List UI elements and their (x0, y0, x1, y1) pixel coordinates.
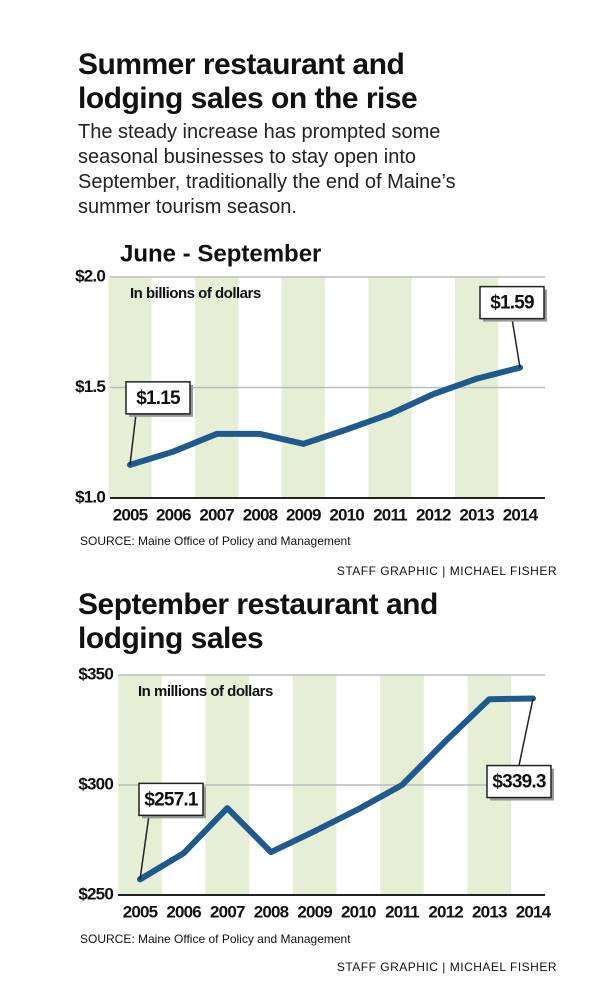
x-tick-label: 2010 (329, 505, 364, 524)
x-tick-label: 2006 (156, 505, 191, 524)
data-label: $1.15 (136, 388, 181, 409)
headline: Summer restaurant and lodging sales on t… (78, 48, 418, 115)
annotation: In billions of dollars (130, 285, 261, 302)
x-tick-label: 2014 (503, 505, 539, 524)
credit: STAFF GRAPHIC | MICHAEL FISHER (337, 564, 557, 578)
x-tick-label: 2009 (297, 902, 332, 921)
x-tick-label: 2011 (385, 902, 419, 921)
line (137, 695, 536, 883)
callout-box (125, 381, 191, 415)
y-tick-label: $350 (78, 664, 113, 683)
line (127, 364, 523, 468)
callout-pointer (511, 318, 521, 368)
x-tick-label: 2011 (373, 505, 407, 524)
x-tick-label: 2008 (254, 902, 289, 921)
data-label: $257.1 (144, 789, 199, 810)
x-tick-label: 2005 (113, 505, 148, 524)
y-tick-label: $1.0 (75, 487, 105, 506)
x-tick-label: 2013 (472, 902, 507, 921)
callout-pointer (129, 413, 137, 465)
chart-title: June - September (120, 240, 321, 267)
callout-box (138, 782, 204, 817)
x-tick-label: 2008 (243, 505, 278, 524)
source: SOURCE: Maine Office of Policy and Manag… (80, 534, 351, 548)
x-tick-label: 2014 (516, 902, 552, 921)
data-label: $339.3 (492, 772, 546, 793)
data-label: $1.59 (490, 293, 534, 314)
y-tick-label: $2.0 (75, 266, 105, 285)
source: SOURCE: Maine Office of Policy and Manag… (80, 932, 351, 946)
x-tick-label: 2007 (199, 505, 234, 524)
callout-pointer (518, 698, 534, 766)
x-tick-label: 2009 (286, 505, 321, 524)
x-tick-label: 2007 (210, 902, 245, 921)
annotation: In millions of dollars (138, 683, 273, 700)
x-tick-label: 2005 (123, 902, 158, 921)
y-tick-label: $300 (78, 774, 113, 793)
x-tick-label: 2012 (416, 505, 451, 524)
credit: STAFF GRAPHIC | MICHAEL FISHER (337, 960, 557, 974)
x-tick-label: 2012 (428, 902, 463, 921)
y-tick-label: $1.5 (75, 377, 105, 396)
subtitle: The steady increase has prompted some se… (78, 121, 456, 218)
callout-pointer (139, 815, 150, 880)
x-tick-label: 2010 (341, 902, 376, 921)
callout-box (479, 285, 545, 320)
x-tick-label: 2006 (166, 902, 201, 921)
y-tick-label: $250 (78, 884, 113, 903)
callout-box (486, 764, 552, 799)
x-tick-label: 2013 (459, 505, 494, 524)
chart-title: September restaurant and lodging sales (78, 588, 438, 655)
